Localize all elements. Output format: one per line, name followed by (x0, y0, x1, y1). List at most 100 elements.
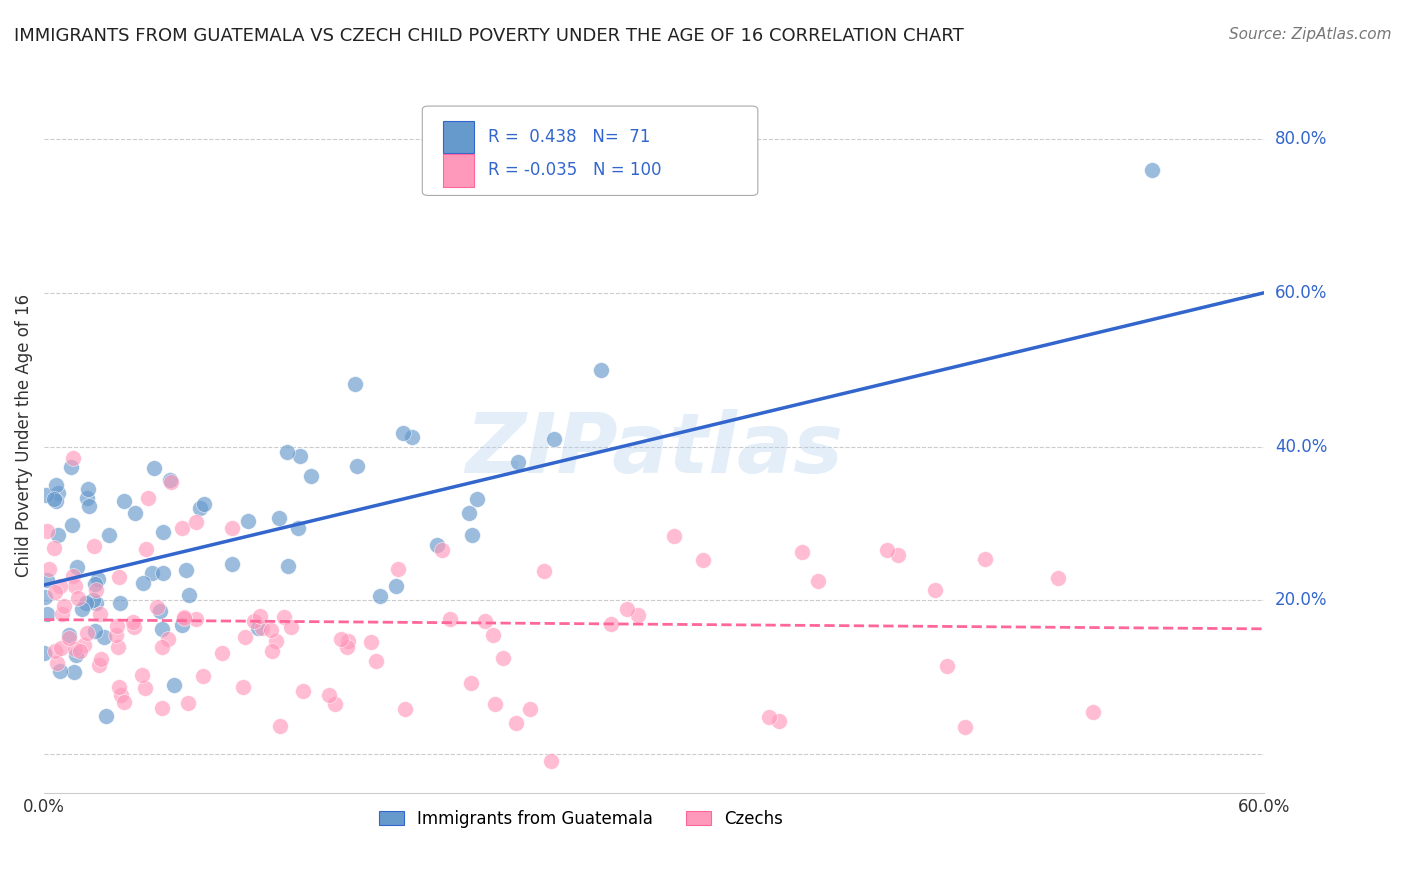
Point (142, 460, 165, 475)
Point (38, 562, 60, 576)
Point (152, 524, 174, 539)
Point (505, 716, 527, 731)
Point (280, 619, 302, 633)
Point (132, 575, 155, 590)
Point (152, 566, 174, 580)
Point (77, 482, 100, 496)
Point (35, 487, 58, 501)
Point (589, 362, 612, 376)
Point (150, 640, 173, 655)
Point (953, 720, 976, 734)
Point (146, 600, 169, 615)
Point (519, 702, 541, 716)
Point (60, 517, 83, 532)
Point (243, 614, 266, 628)
Point (159, 473, 181, 487)
Point (540, 754, 562, 768)
Point (474, 614, 496, 628)
Point (89, 607, 111, 622)
Text: 40.0%: 40.0% (1275, 438, 1327, 456)
Point (221, 521, 243, 535)
Point (170, 617, 193, 632)
Point (616, 602, 638, 616)
Point (1142, 162, 1164, 177)
Point (543, 432, 565, 446)
Point (343, 377, 366, 392)
Point (508, 454, 530, 468)
Point (273, 609, 295, 624)
Point (318, 688, 340, 702)
Point (44, 585, 66, 599)
Point (211, 646, 233, 660)
Point (156, 632, 179, 647)
Point (44, 644, 66, 658)
Point (76, 625, 98, 640)
Point (458, 507, 481, 521)
Text: R = -0.035   N = 100: R = -0.035 N = 100 (488, 161, 662, 179)
Point (110, 688, 132, 702)
Point (277, 558, 299, 573)
Point (105, 619, 128, 633)
Point (134, 681, 156, 695)
Point (974, 551, 997, 566)
Point (90, 652, 112, 666)
Point (45, 493, 67, 508)
Point (35, 573, 58, 587)
Y-axis label: Child Poverty Under the Age of 16: Child Poverty Under the Age of 16 (15, 293, 32, 576)
Point (34, 646, 56, 660)
Point (193, 497, 215, 511)
Point (627, 608, 650, 623)
Point (45, 656, 67, 670)
Point (82, 592, 104, 607)
Point (247, 621, 270, 635)
Text: ZIPatlas: ZIPatlas (465, 409, 844, 490)
Point (69, 644, 91, 658)
Point (260, 644, 283, 658)
Point (385, 579, 408, 593)
Text: R =  0.438   N=  71: R = 0.438 N= 71 (488, 128, 651, 145)
Point (394, 702, 416, 716)
Point (790, 545, 813, 559)
Point (44, 541, 66, 555)
Point (191, 668, 214, 682)
Point (173, 611, 195, 625)
Point (141, 566, 163, 580)
Point (58, 628, 80, 642)
Point (51, 607, 73, 621)
Point (484, 698, 506, 712)
Point (108, 569, 131, 583)
Point (188, 501, 211, 516)
Point (177, 588, 200, 602)
Point (35, 607, 58, 622)
Point (288, 450, 311, 464)
Point (49, 640, 72, 655)
Point (336, 640, 359, 655)
Point (62, 568, 84, 582)
Point (329, 632, 352, 646)
Point (264, 634, 287, 648)
Point (276, 445, 298, 459)
Point (250, 622, 273, 636)
Point (924, 582, 946, 597)
Point (426, 538, 449, 552)
Point (287, 521, 309, 535)
Point (439, 612, 461, 626)
Point (45, 478, 67, 492)
Point (292, 683, 315, 698)
Point (84, 624, 107, 639)
FancyBboxPatch shape (443, 154, 474, 186)
Point (184, 515, 207, 529)
Point (174, 563, 197, 577)
Point (83, 539, 105, 553)
Point (63, 579, 86, 593)
Point (370, 589, 392, 603)
Point (267, 511, 290, 525)
Point (936, 658, 959, 673)
Point (249, 609, 271, 624)
Point (136, 491, 159, 505)
Point (461, 528, 484, 542)
Point (323, 698, 346, 712)
Point (806, 574, 828, 588)
Point (233, 630, 256, 644)
Text: IMMIGRANTS FROM GUATEMALA VS CZECH CHILD POVERTY UNDER THE AGE OF 16 CORRELATION: IMMIGRANTS FROM GUATEMALA VS CZECH CHILD… (14, 27, 963, 45)
